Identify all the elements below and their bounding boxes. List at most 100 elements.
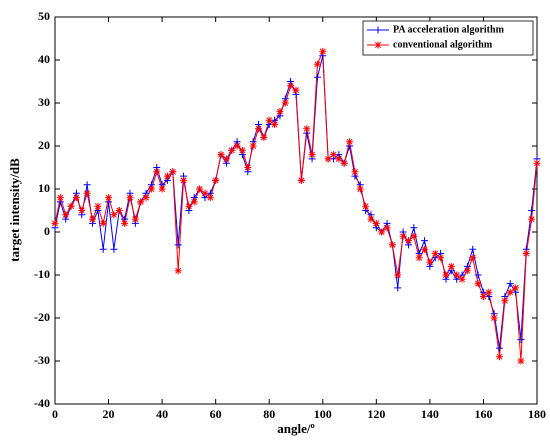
marker	[169, 168, 177, 176]
marker	[469, 245, 477, 253]
marker	[362, 202, 370, 210]
y-tick-label: 40	[38, 52, 50, 66]
marker	[174, 241, 182, 249]
marker	[105, 194, 113, 202]
marker	[185, 202, 193, 210]
y-tick-label: -10	[34, 267, 50, 281]
marker	[212, 176, 220, 184]
marker	[99, 219, 107, 227]
x-tick-label: 100	[314, 407, 332, 421]
marker	[313, 73, 321, 81]
marker	[335, 155, 343, 163]
marker	[319, 47, 327, 55]
x-tick-label: 20	[103, 407, 115, 421]
marker	[249, 142, 257, 150]
marker	[394, 271, 402, 279]
marker	[158, 185, 166, 193]
marker	[410, 232, 418, 240]
marker	[506, 288, 514, 296]
y-tick-label: 0	[44, 224, 50, 238]
marker	[51, 219, 59, 227]
marker	[431, 250, 439, 257]
y-tick-label: -30	[34, 353, 50, 367]
marker	[374, 26, 382, 34]
marker	[292, 86, 300, 94]
x-tick-label: 120	[367, 407, 385, 421]
marker	[479, 293, 487, 300]
marker	[163, 172, 171, 180]
marker	[517, 357, 525, 365]
marker	[474, 280, 482, 288]
marker	[426, 258, 434, 266]
marker	[121, 219, 129, 227]
marker	[421, 245, 429, 253]
y-tick-label: 10	[38, 181, 50, 195]
y-tick-label: -40	[34, 396, 50, 410]
marker	[437, 254, 445, 262]
marker	[383, 224, 391, 232]
x-tick-label: 40	[156, 407, 168, 421]
marker	[115, 207, 123, 214]
marker	[94, 202, 102, 210]
marker	[110, 245, 118, 253]
marker	[394, 284, 402, 292]
marker	[228, 146, 236, 154]
marker	[238, 146, 246, 154]
marker	[372, 219, 380, 227]
marker	[501, 297, 509, 305]
y-tick-label: -20	[34, 310, 50, 324]
marker	[528, 207, 536, 214]
marker	[415, 254, 423, 262]
marker	[276, 108, 284, 116]
marker	[346, 138, 354, 146]
marker	[469, 254, 477, 262]
marker	[528, 215, 536, 223]
marker	[421, 237, 429, 245]
marker	[153, 168, 161, 176]
legend-box	[362, 20, 534, 56]
marker	[78, 207, 86, 214]
y-axis-label: target intensity/dB	[7, 158, 22, 262]
marker	[517, 336, 525, 343]
marker	[244, 164, 252, 171]
marker	[522, 250, 530, 257]
marker	[496, 353, 504, 361]
marker	[404, 237, 412, 245]
marker	[180, 176, 188, 184]
x-tick-label: 80	[263, 407, 275, 421]
marker	[222, 155, 230, 163]
marker	[265, 116, 273, 124]
marker	[458, 275, 466, 283]
marker	[83, 181, 91, 189]
marker	[201, 189, 209, 197]
marker	[512, 284, 520, 292]
marker	[83, 189, 91, 197]
marker	[233, 142, 241, 150]
marker	[324, 155, 332, 163]
marker	[196, 185, 204, 193]
marker	[506, 280, 514, 288]
marker	[110, 211, 118, 219]
series-line	[54, 55, 538, 349]
marker	[260, 133, 268, 141]
marker	[463, 267, 471, 275]
marker	[367, 215, 375, 223]
marker	[378, 228, 386, 236]
x-tick-label: 180	[528, 407, 546, 421]
marker	[99, 245, 107, 253]
marker	[496, 344, 504, 352]
marker	[356, 185, 364, 193]
marker	[62, 211, 70, 219]
marker	[442, 271, 450, 279]
marker	[206, 194, 214, 202]
marker	[533, 159, 541, 167]
marker	[72, 194, 80, 202]
marker	[126, 194, 134, 202]
marker	[329, 151, 337, 159]
marker	[255, 125, 263, 133]
marker	[474, 271, 482, 279]
marker	[303, 125, 311, 133]
marker	[374, 41, 382, 49]
marker	[313, 60, 321, 68]
